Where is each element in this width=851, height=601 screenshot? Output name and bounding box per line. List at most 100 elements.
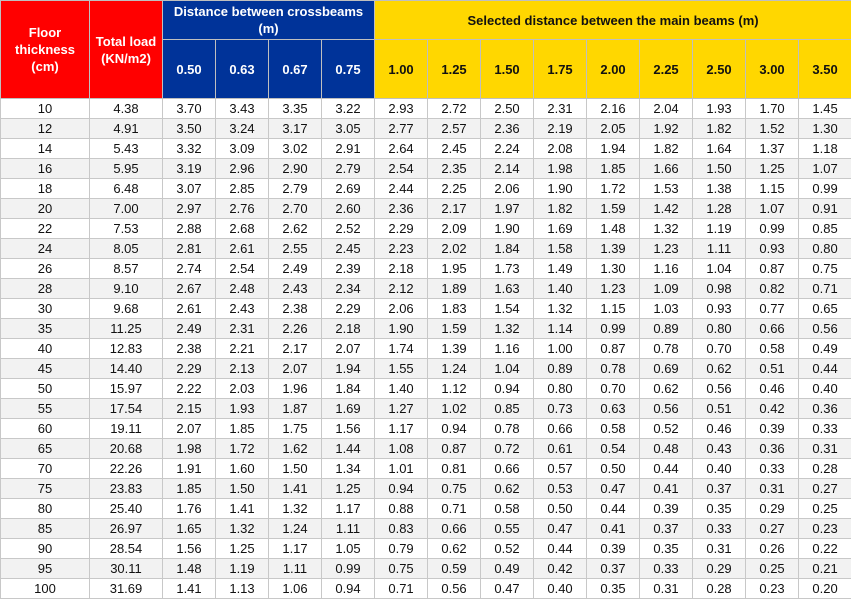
spacing-cell: 1.05 [320,538,376,559]
spacing-cell: 2.44 [374,178,429,199]
spacing-cell: 2.43 [268,278,322,299]
total-load-cell: 5.43 [89,138,163,159]
spacing-cell: 0.99 [320,558,376,579]
spacing-cell: 0.66 [427,518,482,539]
spacing-cell: 1.98 [162,438,216,459]
spacing-cell: 1.38 [692,178,747,199]
spacing-cell: 2.17 [427,198,482,219]
total-load-cell: 4.38 [89,98,163,119]
spacing-cell: 0.78 [639,338,694,359]
spacing-cell: 1.53 [639,178,694,199]
spacing-cell: 1.14 [533,318,588,339]
spacing-cell: 0.66 [533,418,588,439]
table-row: 22 7.53 2.88 2.68 2.62 2.52 2.29 2.09 1.90 1.69 1.… [0,218,851,239]
total-load-cell: 17.54 [89,398,163,419]
spacing-cell: 2.81 [162,238,216,259]
spacing-cell: 1.65 [162,518,216,539]
spacing-cell: 1.96 [268,378,322,399]
spacing-cell: 2.49 [268,258,322,279]
spacing-cell: 3.24 [215,118,269,139]
spacing-cell: 1.40 [533,278,588,299]
total-load-cell: 5.95 [89,158,163,179]
spacing-cell: 2.88 [162,218,216,239]
spacing-cell: 1.17 [320,498,376,519]
spacing-cell: 2.39 [320,258,376,279]
spacing-cell: 2.93 [374,98,429,119]
spacing-cell: 0.20 [798,578,851,599]
spacing-cell: 3.35 [268,98,322,119]
total-load-cell: 9.68 [89,298,163,319]
spacing-cell: 0.48 [639,438,694,459]
spacing-cell: 1.82 [533,198,588,219]
spacing-cell: 2.74 [162,258,216,279]
spacing-cell: 0.46 [692,418,747,439]
floor-thickness-cell: 50 [0,378,90,399]
spacing-cell: 0.57 [533,458,588,479]
spacing-cell: 0.50 [533,498,588,519]
total-load-cell: 15.97 [89,378,163,399]
spacing-cell: 1.97 [480,198,535,219]
table-row: 30 9.68 2.61 2.43 2.38 2.29 2.06 1.83 1.54 1.32 1.… [0,298,851,319]
floor-thickness-cell: 12 [0,118,90,139]
total-load-cell: 4.91 [89,118,163,139]
spacing-cell: 0.28 [692,578,747,599]
spacing-cell: 1.41 [215,498,269,519]
spacing-cell: 1.62 [268,438,322,459]
floor-thickness-cell: 90 [0,538,90,559]
main-beam-spacing-header: 1.25 [427,39,482,99]
main-beam-spacing-header: 2.25 [639,39,694,99]
spacing-cell: 2.26 [268,318,322,339]
spacing-cell: 1.90 [533,178,588,199]
spacing-cell: 0.82 [745,278,800,299]
spacing-cell: 2.14 [480,158,535,179]
spacing-cell: 1.58 [533,238,588,259]
table-row: 45 14.40 2.29 2.13 2.07 1.94 1.55 1.24 1.04 0.89 0… [0,358,851,379]
table-row: 100 31.69 1.41 1.13 1.06 0.94 0.71 0.56 0.47 0.40… [0,578,851,599]
total-load-cell: 8.57 [89,258,163,279]
spacing-cell: 1.55 [374,358,429,379]
spacing-cell: 2.34 [320,278,376,299]
spacing-cell: 1.60 [215,458,269,479]
spacing-cell: 0.40 [692,458,747,479]
spacing-cell: 0.89 [639,318,694,339]
spacing-cell: 0.52 [639,418,694,439]
table-row: 16 5.95 3.19 2.96 2.90 2.79 2.54 2.35 2.14 1.98 1.… [0,158,851,179]
spacing-cell: 0.25 [745,558,800,579]
spacing-cell: 1.02 [427,398,482,419]
spacing-cell: 2.52 [320,218,376,239]
table-row: 26 8.57 2.74 2.54 2.49 2.39 2.18 1.95 1.73 1.49 1.… [0,258,851,279]
spacing-cell: 2.54 [374,158,429,179]
floor-thickness-cell: 65 [0,438,90,459]
spacing-cell: 2.12 [374,278,429,299]
spacing-cell: 2.02 [427,238,482,259]
spacing-cell: 0.39 [745,418,800,439]
spacing-cell: 0.83 [374,518,429,539]
total-load-cell: 12.83 [89,338,163,359]
table-row: 80 25.40 1.76 1.41 1.32 1.17 0.88 0.71 0.58 0.50 0… [0,498,851,519]
spacing-cell: 2.09 [427,218,482,239]
spacing-cell: 1.49 [533,258,588,279]
spacing-cell: 2.17 [268,338,322,359]
spacing-cell: 0.33 [639,558,694,579]
spacing-cell: 0.80 [533,378,588,399]
main-beam-spacing-header: 3.00 [745,39,800,99]
spacing-cell: 0.36 [745,438,800,459]
spacing-cell: 1.25 [745,158,800,179]
spacing-cell: 0.37 [586,558,641,579]
spacing-cell: 0.53 [533,478,588,499]
spacing-cell: 2.61 [215,238,269,259]
spacing-cell: 2.36 [480,118,535,139]
spacing-cell: 1.41 [162,578,216,599]
spacing-cell: 1.59 [586,198,641,219]
spacing-cell: 0.56 [692,378,747,399]
spacing-cell: 0.21 [798,558,851,579]
spacing-cell: 0.50 [586,458,641,479]
spacing-cell: 0.35 [639,538,694,559]
spacing-cell: 0.31 [639,578,694,599]
spacing-cell: 2.05 [586,118,641,139]
spacing-cell: 2.90 [268,158,322,179]
floor-thickness-cell: 14 [0,138,90,159]
spacing-cell: 1.01 [374,458,429,479]
floor-thickness-cell: 30 [0,298,90,319]
spacing-cell: 0.94 [320,578,376,599]
